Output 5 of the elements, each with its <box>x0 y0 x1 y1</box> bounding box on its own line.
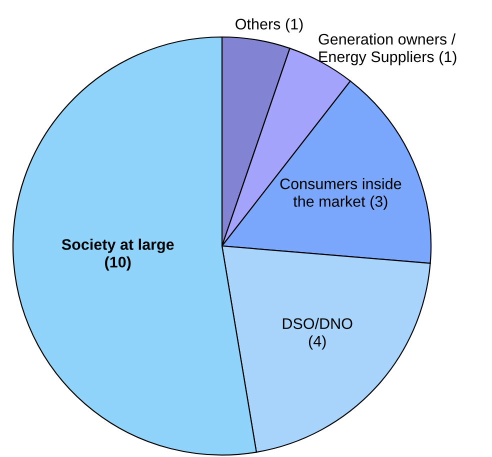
slice-label: Society at large (10) <box>62 238 174 271</box>
slice-label: DSO/DNO (4) <box>282 318 352 350</box>
slice-label: Generation owners / Energy Suppliers (1) <box>318 33 456 66</box>
slice-label: Others (1) <box>236 18 303 33</box>
slice-label: Consumers inside the market (3) <box>280 178 402 210</box>
